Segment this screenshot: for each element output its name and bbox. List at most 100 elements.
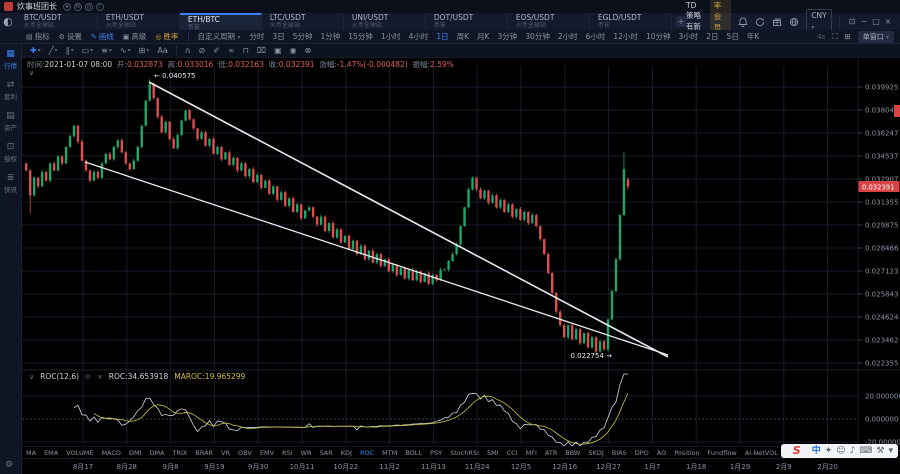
sidebar-item-资产[interactable]: ▤ 资产 (4, 111, 17, 132)
badge-moon-icon[interactable]: ☾ (96, 2, 104, 11)
sidebar-item-快讯[interactable]: ≣ 快讯 (4, 173, 17, 194)
timeframe-12小时[interactable]: 12小时 (613, 32, 638, 41)
pair-tab-btc-usdt[interactable]: BTC/USDT 火币全球站 (16, 13, 98, 30)
indicator-tab-PSY[interactable]: PSY (430, 448, 443, 457)
indicator-tab-MFI[interactable]: MFI (525, 448, 537, 457)
indicator-tab-BRAR[interactable]: BRAR (195, 448, 214, 457)
indicator-tab-StochRSI[interactable]: StochRSI (450, 448, 479, 457)
ime-symbol-icon[interactable]: ✦ (824, 446, 833, 456)
roc-settings-icon[interactable]: ⊙ (85, 372, 91, 381)
ime-mic-icon[interactable]: ♪ (849, 446, 856, 456)
maximize-button[interactable]: □ (872, 17, 880, 26)
custom-period-button[interactable]: 自定义周期 ▾ (197, 32, 241, 41)
sidebar-item-行情[interactable]: ▦ 行情 (4, 49, 17, 70)
timeframe-30分钟[interactable]: 30分钟 (525, 32, 550, 41)
indicator-tab-AI-NetVOL[interactable]: AI-NetVOL (744, 448, 778, 457)
language-globe-icon[interactable] (789, 16, 799, 27)
window-mode-select[interactable]: 单窗口 ▾ (857, 30, 894, 43)
indicator-tab-TRIX[interactable]: TRIX (172, 448, 188, 457)
timeframe-5分钟[interactable]: 5分钟 (292, 32, 313, 41)
close-button[interactable]: × (884, 17, 892, 26)
copy-drawing[interactable]: ▣ (274, 46, 282, 55)
trendline-drawing[interactable] (148, 81, 669, 358)
indicator-tab-SAR[interactable]: SAR (319, 448, 333, 457)
timeframe-月K[interactable]: 月K (477, 32, 490, 41)
aicoin-logo-icon[interactable]: ◐ (3, 15, 13, 28)
indicator-tab-SMI[interactable]: SMI (486, 448, 499, 457)
horizontal-line-tool[interactable]: ≡ ▾ (101, 46, 112, 55)
clear-all[interactable]: ⊗ (305, 46, 312, 55)
layout-icon[interactable]: ⊡ (848, 17, 856, 26)
indicator-tab-Fundflow[interactable]: Fundflow (707, 448, 737, 457)
link-drawings[interactable]: ∞ (228, 46, 235, 55)
indicator-tab-ATR[interactable]: ATR (544, 448, 558, 457)
indicator-tab-EMV[interactable]: EMV (259, 448, 275, 457)
indicator-tab-TTSI[interactable]: TTSI (898, 449, 900, 457)
timeframe-分时[interactable]: 分时 (249, 32, 265, 41)
timeframe-1分钟[interactable]: 1分钟 (320, 32, 341, 41)
indicator-tab-KDJ[interactable]: KDJ (340, 448, 352, 457)
toolbar-高级-button[interactable]: ▣ 高级 (122, 32, 147, 41)
indicator-tab-MA[interactable]: MA (26, 448, 37, 457)
lock-drawings[interactable]: ⊓ (243, 46, 249, 55)
indicator-tab-VOLUME[interactable]: VOLUME (66, 448, 94, 457)
indicator-tab-BOLL[interactable]: BOLL (405, 448, 423, 457)
indicator-tab-BBW[interactable]: BBW (565, 448, 581, 457)
indicator-tab-DMI[interactable]: DMI (128, 448, 142, 457)
timeframe-1小时[interactable]: 1小时 (380, 32, 401, 41)
fullscreen-icon[interactable]: ⛶ (832, 31, 838, 41)
indicator-tab-WR[interactable]: WR (300, 448, 312, 457)
ime-emoji-icon[interactable]: ☺ (836, 446, 846, 456)
timeframe-3日[interactable]: 3日 (272, 32, 285, 41)
timeframe-6小时[interactable]: 6小时 (585, 32, 606, 41)
indicator-tab-VR[interactable]: VR (221, 448, 231, 457)
ime-logo-icon[interactable]: S (792, 444, 801, 457)
indicator-tab-DMA[interactable]: DMA (149, 448, 165, 457)
user-avatar[interactable] (4, 2, 13, 11)
hide-drawings[interactable]: ⊘ (199, 46, 206, 55)
settings-gear-icon[interactable]: ⚙ (5, 460, 14, 470)
indicator-tab-ROC[interactable]: ROC (359, 448, 375, 457)
indicator-tab-DPO[interactable]: DPO (634, 448, 649, 457)
wave-tool[interactable]: ∿ ▾ (119, 46, 131, 55)
indicator-tab-MTM[interactable]: MTM (382, 448, 398, 457)
toolbar-画线-button[interactable]: ✎ 画线 (90, 32, 114, 41)
trendline-tool[interactable]: ╱ ▾ (48, 46, 58, 55)
notification-bell-icon[interactable] (738, 16, 748, 27)
indicator-tab-AO[interactable]: AO (656, 448, 667, 457)
screenshot[interactable]: ◉ (290, 46, 297, 55)
continuous-drawing[interactable]: ✐ (213, 46, 220, 55)
trendline-drawing[interactable] (84, 161, 669, 356)
delete-drawing[interactable]: ⌧ (257, 46, 266, 55)
pair-tab-ltc-usdt[interactable]: LTC/USDT 火币全球站 (262, 13, 344, 30)
toolbar-指标-button[interactable]: ▤ 指标 (26, 32, 50, 41)
timeframe-年K[interactable]: 年K (746, 32, 760, 41)
ime-keyboard-icon[interactable]: ⌨ (859, 446, 873, 456)
text-tool[interactable]: Aa (157, 46, 167, 55)
timeframe-15分钟[interactable]: 15分钟 (348, 32, 373, 41)
toolbar-胜率-button[interactable]: ◎ 胜率 (155, 32, 179, 41)
indicator-tab-Position[interactable]: Position (674, 448, 700, 457)
badge-medal-icon[interactable]: ★ (63, 2, 71, 11)
badge-clock-icon[interactable]: ◷ (85, 2, 93, 11)
crosshair-tool[interactable]: ✚ ▾ (30, 46, 41, 55)
pair-tab-egld-usdt[interactable]: EGLD/USDT 币安 (590, 13, 672, 30)
timeframe-5日[interactable]: 5日 (726, 32, 739, 41)
timeframe-10分钟[interactable]: 10分钟 (645, 32, 671, 41)
pair-tab-dot-usdt[interactable]: DOT/USDT 币安 (426, 13, 508, 30)
parallel-channel-tool[interactable]: ∥ ▾ (65, 46, 74, 55)
minimize-button[interactable]: ─ (861, 17, 867, 26)
timeframe-3分钟[interactable]: 3分钟 (497, 32, 518, 41)
fibonacci-tool[interactable]: ⊞ ▾ (138, 46, 150, 55)
timeframe-周K[interactable]: 周K (456, 32, 470, 41)
badge-mail-icon[interactable]: ✉ (74, 2, 82, 11)
candlestick-chart-canvas[interactable]: 0.039925 0.038042 0.036247 0.034537 0.032907… (22, 58, 900, 446)
multi-window-icon[interactable]: ⊞ (844, 32, 851, 41)
pair-tab-eth-usdt[interactable]: ETH/USDT 火币全球站 (98, 13, 180, 30)
rewards-icon[interactable] (772, 16, 782, 27)
pair-tab-uni-usdt[interactable]: UNI/USDT 火币全球站 (344, 13, 426, 30)
timeframe-4小时[interactable]: 4小时 (408, 32, 429, 41)
timeframe-2小时[interactable]: 2小时 (557, 32, 578, 41)
indicator-tab-CCI[interactable]: CCI (506, 448, 518, 457)
roc-close-icon[interactable]: × (96, 372, 103, 381)
